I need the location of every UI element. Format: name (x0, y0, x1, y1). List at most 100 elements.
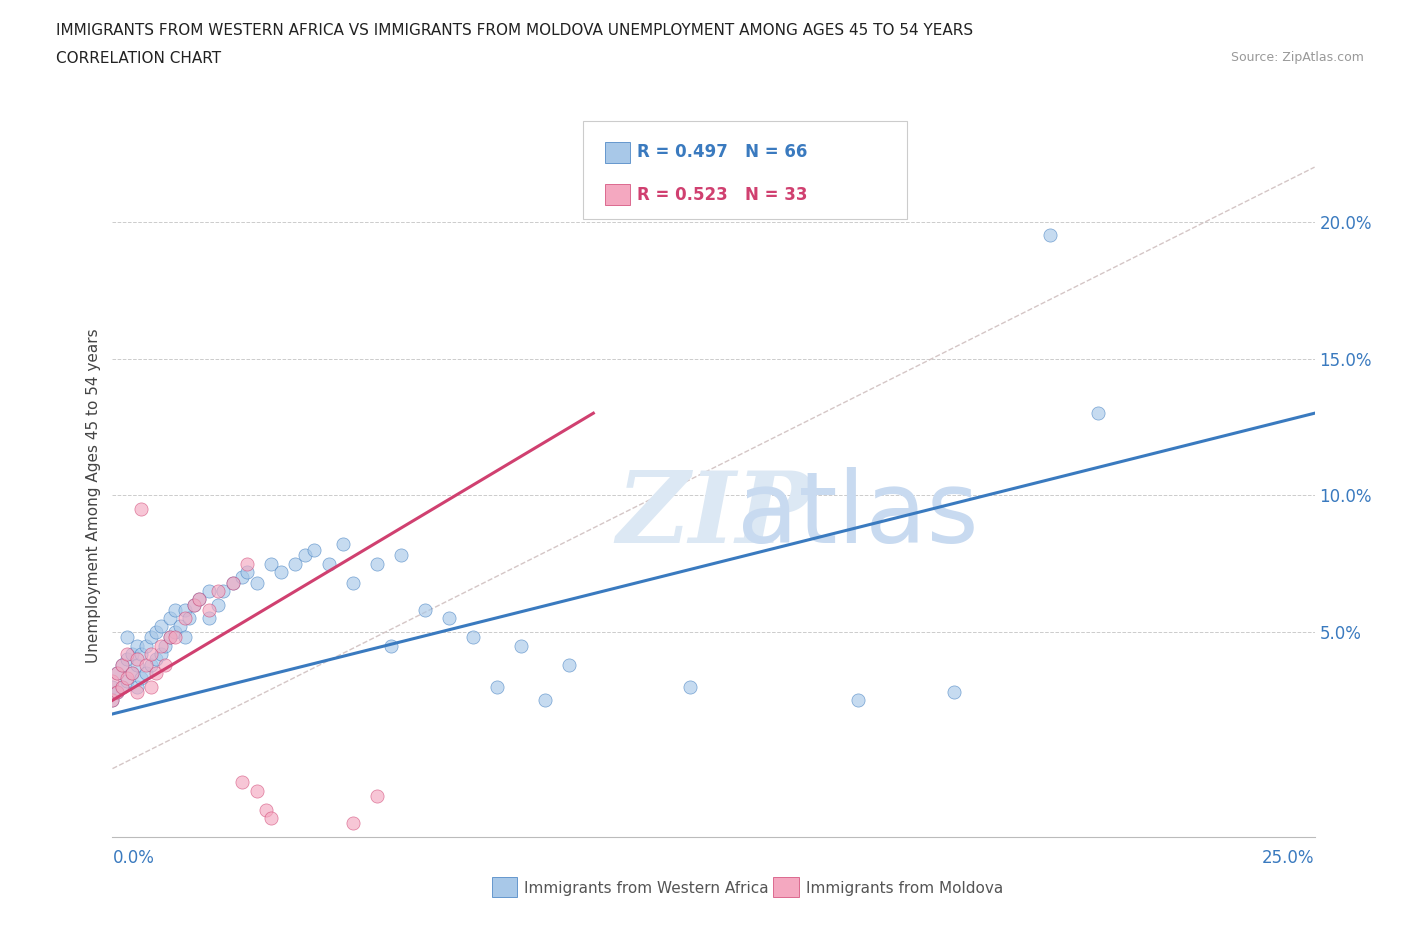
Point (131, 646, 153, 661)
Point (222, 576, 245, 591)
Point (111, 658, 134, 672)
Point (366, 789, 388, 804)
Text: Immigrants from Western Africa: Immigrants from Western Africa (524, 881, 769, 896)
Point (342, 576, 364, 591)
Point (246, 783, 269, 798)
Point (125, 638, 148, 653)
Text: atlas: atlas (737, 467, 979, 565)
Point (163, 625, 186, 640)
Point (105, 684, 128, 699)
Point (121, 666, 143, 681)
Point (139, 658, 162, 672)
Point (389, 548, 412, 563)
Point (131, 501, 153, 516)
Point (145, 666, 167, 681)
Text: R = 0.497   N = 66: R = 0.497 N = 66 (637, 142, 807, 161)
Point (135, 666, 157, 681)
Point (207, 583, 229, 598)
Point (246, 576, 269, 591)
Point (121, 646, 143, 661)
Point (159, 611, 181, 626)
Point (207, 597, 229, 612)
Y-axis label: Unemployment Among Ages 45 to 54 years: Unemployment Among Ages 45 to 54 years (86, 328, 101, 662)
Point (111, 658, 134, 672)
Point (149, 646, 172, 661)
Point (101, 693, 124, 708)
Point (155, 658, 177, 672)
Point (461, 630, 484, 644)
Text: IMMIGRANTS FROM WESTERN AFRICA VS IMMIGRANTS FROM MOLDOVA UNEMPLOYMENT AMONG AGE: IMMIGRANTS FROM WESTERN AFRICA VS IMMIGR… (56, 23, 973, 38)
Point (188, 591, 211, 606)
Point (121, 666, 143, 681)
Point (149, 638, 172, 653)
Point (332, 537, 354, 551)
Point (260, 810, 283, 825)
Point (294, 548, 316, 563)
Point (183, 597, 205, 612)
Point (125, 652, 148, 667)
Point (270, 565, 292, 579)
Text: CORRELATION CHART: CORRELATION CHART (56, 51, 221, 66)
Point (125, 658, 148, 672)
Point (115, 630, 138, 644)
Point (101, 679, 124, 694)
Point (236, 565, 259, 579)
Point (173, 611, 195, 626)
Point (105, 684, 128, 699)
Point (115, 671, 138, 685)
Point (212, 583, 235, 598)
Point (222, 576, 245, 591)
Point (342, 816, 364, 830)
Text: R = 0.523   N = 33: R = 0.523 N = 33 (637, 186, 807, 205)
Point (115, 652, 138, 667)
Point (163, 603, 186, 618)
Point (197, 583, 219, 598)
Point (159, 630, 181, 644)
Point (159, 630, 181, 644)
Point (155, 638, 177, 653)
Point (284, 556, 307, 571)
Text: Source: ZipAtlas.com: Source: ZipAtlas.com (1230, 51, 1364, 64)
Point (125, 684, 148, 699)
Point (437, 611, 460, 626)
Point (139, 646, 162, 661)
Point (260, 556, 283, 571)
Point (942, 684, 965, 699)
Point (254, 803, 277, 817)
Point (304, 542, 326, 557)
Point (318, 556, 340, 571)
Point (115, 646, 138, 661)
Point (678, 679, 700, 694)
Point (534, 693, 557, 708)
Point (179, 611, 201, 626)
Point (111, 679, 134, 694)
Point (135, 658, 157, 672)
Point (231, 570, 253, 585)
Point (486, 679, 509, 694)
Point (145, 652, 167, 667)
Point (1039, 228, 1062, 243)
Point (101, 693, 124, 708)
Text: 0.0%: 0.0% (112, 849, 155, 867)
Point (105, 666, 128, 681)
Point (188, 591, 211, 606)
Point (1087, 405, 1109, 420)
Point (413, 603, 436, 618)
Point (183, 597, 205, 612)
Point (163, 630, 186, 644)
Text: ZIP: ZIP (616, 468, 811, 564)
Text: Immigrants from Moldova: Immigrants from Moldova (806, 881, 1002, 896)
Text: 25.0%: 25.0% (1263, 849, 1315, 867)
Point (173, 603, 195, 618)
Point (139, 679, 162, 694)
Point (111, 679, 134, 694)
Point (149, 619, 172, 634)
Point (236, 556, 259, 571)
Point (846, 693, 869, 708)
Point (366, 556, 388, 571)
Point (380, 638, 402, 653)
Point (131, 671, 153, 685)
Point (197, 611, 219, 626)
Point (510, 638, 533, 653)
Point (558, 658, 581, 672)
